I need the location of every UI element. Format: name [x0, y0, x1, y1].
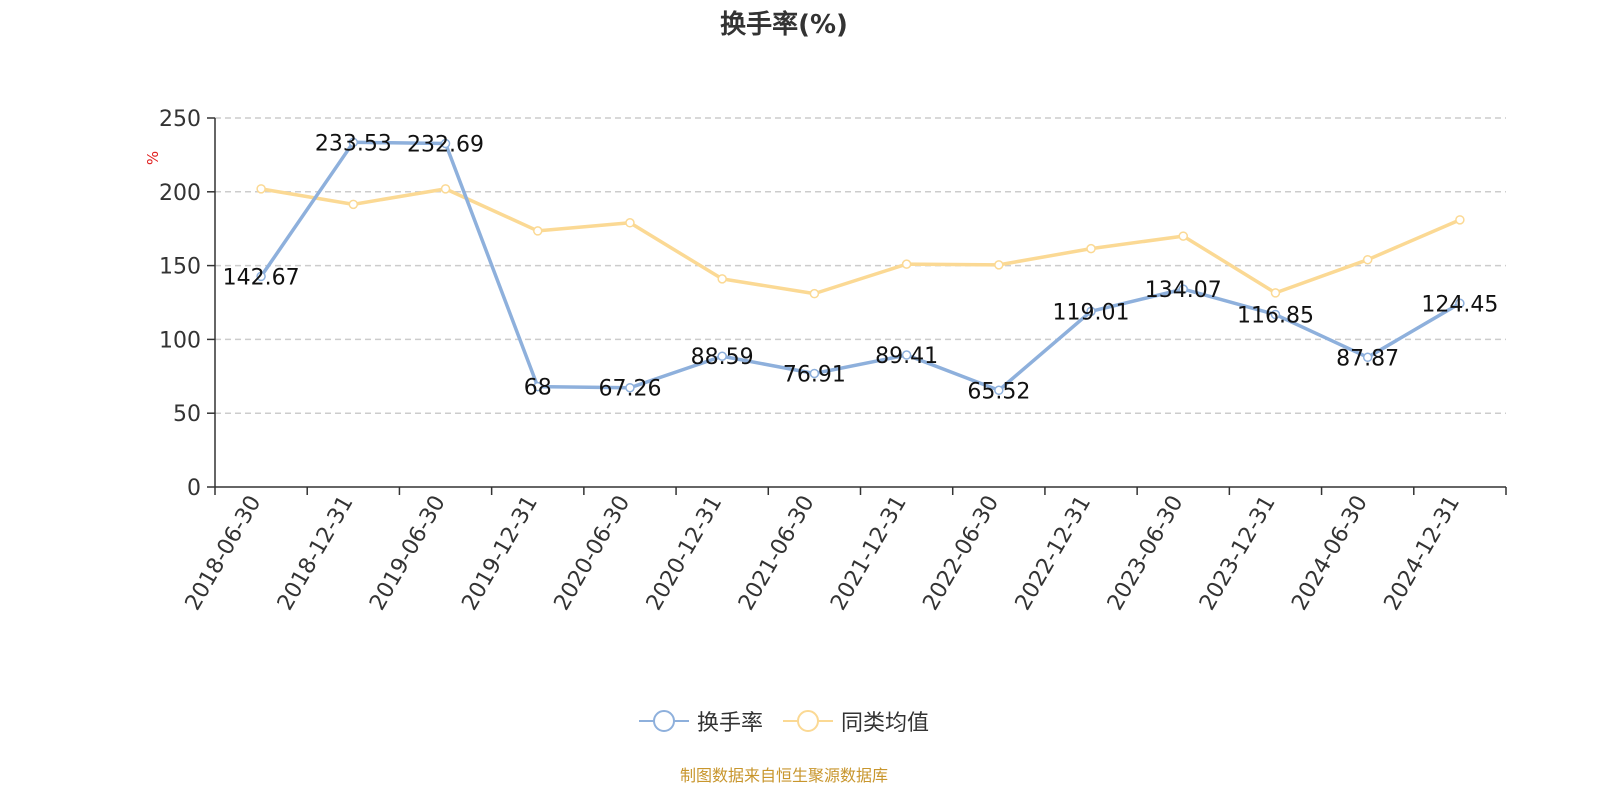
data-label: 67.26	[598, 377, 661, 402]
legend-item[interactable]: 同类均值	[783, 705, 929, 737]
data-label: 134.07	[1145, 278, 1222, 303]
x-tick-label: 2022-12-31	[1011, 492, 1097, 615]
data-point	[994, 385, 1004, 396]
data-label: 87.87	[1336, 346, 1399, 371]
data-point	[717, 274, 727, 284]
data-label: 65.52	[967, 379, 1030, 404]
x-tick-label: 2023-06-30	[1103, 492, 1189, 615]
data-point	[1178, 284, 1188, 294]
data-point	[348, 199, 359, 210]
data-point	[809, 368, 820, 379]
legend-marker-icon	[783, 710, 833, 732]
data-point	[1362, 352, 1373, 363]
grid-layer	[215, 117, 1506, 414]
legend: 换手率 同类均值	[0, 705, 1568, 740]
y-tick-label: 250	[159, 107, 201, 132]
data-point	[348, 137, 359, 148]
x-tick-label: 2022-06-30	[918, 492, 1004, 615]
data-label: 89.41	[875, 344, 938, 369]
y-axis-label: %	[144, 151, 162, 165]
data-point	[440, 138, 451, 149]
x-tick-label: 2021-12-31	[826, 492, 912, 615]
data-point	[994, 260, 1004, 270]
data-point	[1270, 288, 1281, 298]
legend-marker-icon	[638, 710, 689, 732]
x-tick-label: 2019-12-31	[457, 492, 543, 615]
data-label: 124.45	[1421, 292, 1498, 317]
data-point	[256, 271, 266, 282]
series-layer	[256, 137, 1465, 396]
source-note: 制图数据来自恒生聚源数据库	[679, 766, 888, 785]
data-point	[901, 259, 912, 269]
y-tick-label: 50	[173, 402, 201, 427]
data-label-layer: 142.67 233.53 232.69 68 67.26 88.59 76.91 89.41…	[223, 131, 1499, 404]
chart-title: 换手率(%)	[720, 10, 848, 40]
y-tick-label: 100	[159, 328, 201, 353]
x-tick-label: 2021-06-30	[734, 492, 820, 615]
x-tick-label: 2020-12-31	[642, 492, 728, 615]
legend-label: 同类均值	[841, 711, 930, 736]
data-label: 76.91	[783, 362, 846, 387]
data-point	[809, 288, 820, 299]
data-label: 119.01	[1053, 300, 1130, 325]
data-point	[625, 382, 635, 393]
data-point	[717, 351, 727, 361]
x-tick-label: 2024-12-31	[1380, 492, 1466, 615]
data-label: 116.85	[1237, 304, 1314, 329]
data-point	[533, 381, 543, 392]
data-point	[625, 218, 635, 228]
data-point	[440, 184, 451, 194]
series-line	[259, 140, 1461, 393]
y-tick-label: 200	[159, 181, 201, 206]
data-point	[1086, 306, 1096, 317]
x-tick-label: 2018-12-31	[273, 492, 359, 615]
data-point	[1270, 309, 1281, 320]
data-label: 68	[524, 376, 552, 401]
data-label: 88.59	[691, 345, 754, 370]
x-tick-label: 2018-06-30	[181, 492, 267, 615]
data-point	[1455, 215, 1465, 225]
data-label: 142.67	[223, 265, 300, 290]
data-point	[1455, 298, 1465, 309]
series-line	[260, 187, 1461, 296]
data-point	[901, 350, 912, 360]
data-point	[1362, 254, 1373, 265]
y-tick-label: 150	[159, 255, 201, 280]
data-point	[1178, 231, 1188, 241]
x-tick-label: 2023-12-31	[1195, 492, 1281, 615]
x-tick-label: 2020-06-30	[550, 492, 636, 615]
legend-item[interactable]: 换手率	[638, 705, 763, 737]
data-label: 232.69	[407, 133, 484, 158]
data-point	[1086, 243, 1096, 254]
legend-label: 换手率	[696, 711, 763, 736]
y-tick-label: 0	[187, 476, 201, 501]
data-label: 233.53	[315, 131, 392, 156]
x-tick-label: 2019-06-30	[365, 492, 451, 615]
data-point	[533, 226, 543, 236]
data-point	[256, 184, 266, 194]
x-tick-label: 2024-06-30	[1287, 492, 1373, 615]
